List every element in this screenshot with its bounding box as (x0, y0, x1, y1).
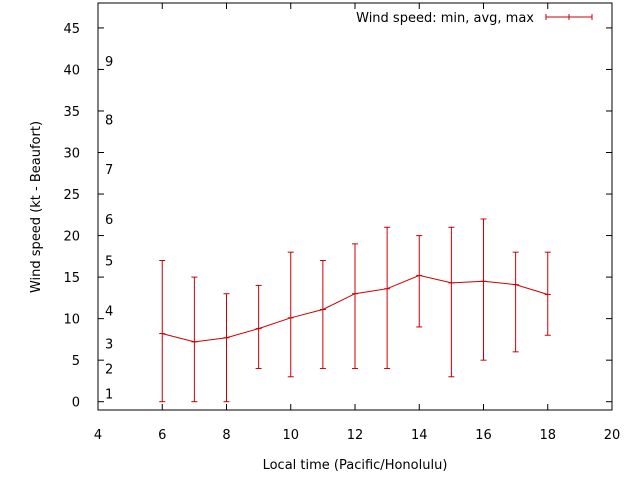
y-tick-label: 0 (72, 396, 80, 411)
x-tick-label: 20 (604, 428, 621, 443)
series-layer (159, 218, 551, 403)
beaufort-label: 1 (105, 387, 113, 402)
x-tick-label: 18 (539, 428, 556, 443)
y-tick-label: 20 (63, 230, 80, 245)
x-axis-label: Local time (Pacific/Honolulu) (263, 458, 448, 473)
legend: Wind speed: min, avg, max (356, 11, 593, 26)
beaufort-label: 3 (105, 338, 113, 353)
x-tick-label: 4 (94, 428, 102, 443)
y-tick-labels: 0 5 10 15 20 25 30 35 40 45 (63, 22, 80, 411)
y-tick-label: 25 (63, 188, 80, 203)
x-tick-label: 12 (347, 428, 364, 443)
y-tick-label: 35 (63, 105, 80, 120)
x-tick-label: 16 (475, 428, 492, 443)
beaufort-label: 4 (105, 304, 113, 319)
x-tick-label: 6 (158, 428, 166, 443)
beaufort-labels: 1 2 3 4 5 6 7 8 9 (105, 55, 113, 402)
axis-ticks (97, 3, 613, 410)
y-tick-label: 10 (63, 313, 80, 328)
beaufort-label: 7 (105, 163, 113, 178)
y-tick-label: 40 (63, 63, 80, 78)
x-tick-label: 10 (282, 428, 299, 443)
y-tick-label: 15 (63, 271, 80, 286)
x-tick-label: 14 (411, 428, 428, 443)
y-tick-label: 5 (72, 354, 80, 369)
x-tick-labels: 4 6 8 10 12 14 16 18 20 (94, 428, 620, 443)
beaufort-label: 2 (105, 362, 113, 377)
beaufort-label: 6 (105, 213, 113, 228)
x-tick-label: 8 (222, 428, 230, 443)
y-tick-label: 45 (63, 22, 80, 37)
legend-label: Wind speed: min, avg, max (356, 11, 534, 26)
beaufort-label: 5 (105, 254, 113, 269)
beaufort-label: 8 (105, 113, 113, 128)
y-tick-label: 30 (63, 147, 80, 162)
beaufort-label: 9 (105, 55, 113, 70)
y-axis-label: Wind speed (kt - Beaufort) (29, 121, 44, 293)
